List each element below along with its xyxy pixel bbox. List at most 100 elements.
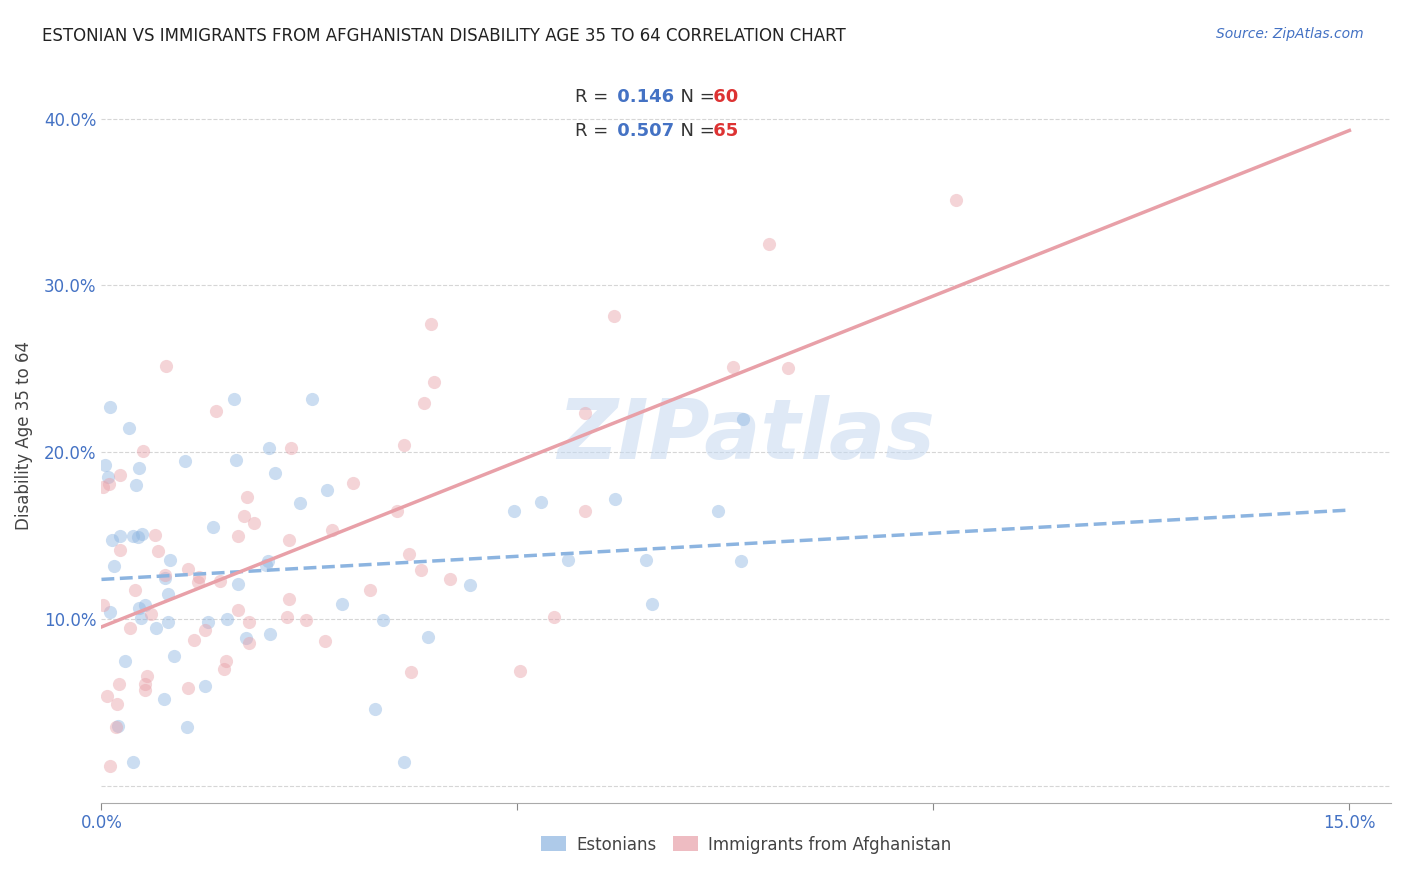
Point [321,523,343,537]
Point [105,720,128,734]
Point [176,720,198,734]
Point [707,504,730,518]
Point [418,630,440,644]
Point [398,547,420,561]
Point [392,438,415,452]
Point [502,504,524,518]
Point [98,401,121,415]
Point [262,835,284,849]
Legend: Estonians, Immigrants from Afghanistan: Estonians, Immigrants from Afghanistan [534,829,957,860]
Point [156,587,179,601]
Point [641,597,664,611]
Text: 65: 65 [707,121,738,140]
Point [603,491,626,506]
Point [124,582,146,597]
Text: ESTONIAN VS IMMIGRANTS FROM AFGHANISTAN DISABILITY AGE 35 TO 64 CORRELATION CHAR: ESTONIAN VS IMMIGRANTS FROM AFGHANISTAN … [42,27,846,45]
Point [197,615,219,630]
Point [280,441,302,455]
Point [125,478,148,492]
Text: 0.146: 0.146 [610,88,673,106]
Point [257,554,280,568]
Point [96,689,118,703]
Point [222,392,245,407]
Point [121,756,143,770]
Point [155,359,177,373]
Point [108,542,131,557]
Text: N =: N = [669,121,720,140]
Point [91,598,114,612]
Point [121,529,143,543]
Point [225,453,247,467]
Point [458,577,481,591]
Point [314,633,336,648]
Point [94,458,117,472]
Point [363,702,385,716]
Point [254,558,277,573]
Point [128,461,150,475]
Point [259,626,281,640]
Point [277,591,299,606]
Point [278,533,301,548]
Point [162,648,184,663]
Point [194,679,217,693]
Point [509,664,531,678]
Point [332,597,354,611]
Text: 0.507: 0.507 [610,121,673,140]
Point [159,552,181,566]
Point [359,582,381,597]
Point [420,317,443,331]
Point [342,475,364,490]
Point [731,412,754,426]
Point [212,663,235,677]
Point [153,691,176,706]
Point [91,481,114,495]
Point [131,526,153,541]
Point [226,603,249,617]
Point [315,483,337,498]
Point [257,441,280,455]
Point [156,615,179,629]
Text: R =: R = [575,121,613,140]
Point [409,563,432,577]
Point [174,454,197,468]
Point [233,508,256,523]
Point [134,682,156,697]
Point [97,470,120,484]
Point [401,665,423,679]
Point [108,468,131,483]
Point [153,571,176,585]
Point [146,544,169,558]
Point [201,520,224,534]
Text: Source: ZipAtlas.com: Source: ZipAtlas.com [1216,27,1364,41]
Point [574,406,596,420]
Text: 60: 60 [707,88,738,106]
Point [235,632,257,646]
Point [177,562,200,576]
Point [145,621,167,635]
Point [143,528,166,542]
Y-axis label: Disability Age 35 to 64: Disability Age 35 to 64 [15,341,32,530]
Point [103,558,125,573]
Point [153,568,176,582]
Point [98,477,121,491]
Point [136,669,159,683]
Point [776,361,799,376]
Point [226,529,249,543]
Point [530,494,553,508]
Point [98,605,121,619]
Point [110,529,132,543]
Point [183,633,205,648]
Point [385,504,408,518]
Point [118,621,141,635]
Point [208,574,231,588]
Point [238,615,260,629]
Point [412,396,434,410]
Point [108,677,131,691]
Point [238,636,260,650]
Point [721,360,744,375]
Point [215,612,238,626]
Point [392,756,415,770]
Point [243,516,266,530]
Point [177,681,200,696]
Point [132,444,155,458]
